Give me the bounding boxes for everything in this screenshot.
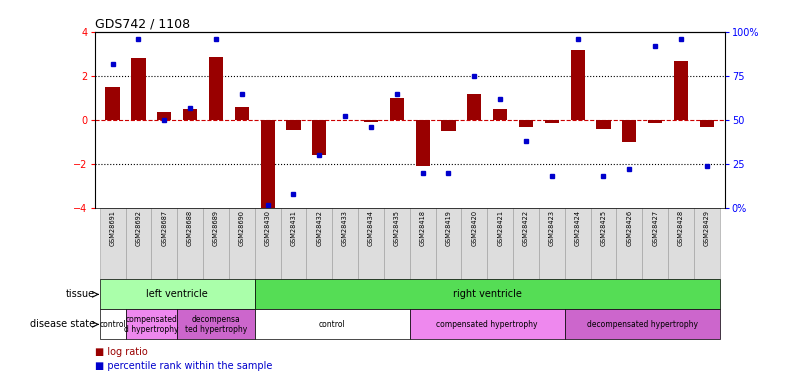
Text: GSM28425: GSM28425	[601, 210, 606, 246]
Bar	[461, 208, 487, 279]
Text: control: control	[99, 320, 126, 329]
Bar	[590, 208, 617, 279]
Text: GSM28434: GSM28434	[368, 210, 374, 246]
Bar	[126, 208, 151, 279]
Bar	[203, 208, 229, 279]
Text: GSM28688: GSM28688	[187, 210, 193, 246]
Bar	[545, 120, 559, 123]
Text: GSM28419: GSM28419	[445, 210, 452, 246]
Bar	[565, 309, 720, 339]
Bar	[332, 208, 358, 279]
Text: GDS742 / 1108: GDS742 / 1108	[95, 18, 190, 31]
Bar	[260, 120, 275, 210]
Text: GSM28427: GSM28427	[652, 210, 658, 246]
Bar	[306, 208, 332, 279]
Bar	[436, 208, 461, 279]
Bar	[157, 112, 171, 120]
Bar	[539, 208, 565, 279]
Text: GSM28428: GSM28428	[678, 210, 684, 246]
Bar	[409, 208, 436, 279]
Bar	[177, 208, 203, 279]
Bar	[286, 120, 300, 130]
Bar	[668, 208, 694, 279]
Text: GSM28424: GSM28424	[574, 210, 581, 246]
Bar	[700, 120, 714, 127]
Bar	[183, 109, 197, 120]
Bar	[642, 208, 668, 279]
Bar	[131, 58, 146, 120]
Text: decompensa
ted hypertrophy: decompensa ted hypertrophy	[185, 315, 247, 334]
Text: ■ log ratio: ■ log ratio	[95, 347, 147, 357]
Text: GSM28689: GSM28689	[213, 210, 219, 246]
Bar	[255, 208, 280, 279]
Text: right ventricle: right ventricle	[453, 290, 521, 299]
Bar	[597, 120, 610, 129]
Text: GSM28435: GSM28435	[394, 210, 400, 246]
Text: GSM28690: GSM28690	[239, 210, 245, 246]
Text: decompensated hypertrophy: decompensated hypertrophy	[586, 320, 698, 329]
Text: GSM28423: GSM28423	[549, 210, 555, 246]
Bar	[487, 208, 513, 279]
Bar	[126, 309, 177, 339]
Bar	[441, 120, 456, 131]
Text: GSM28691: GSM28691	[110, 210, 115, 246]
Text: GSM28431: GSM28431	[291, 210, 296, 246]
Text: GSM28692: GSM28692	[135, 210, 142, 246]
Text: compensated
d hypertrophy: compensated d hypertrophy	[124, 315, 179, 334]
Text: GSM28426: GSM28426	[626, 210, 632, 246]
Text: control: control	[319, 320, 345, 329]
Bar	[280, 208, 306, 279]
Bar	[177, 309, 255, 339]
Bar	[384, 208, 410, 279]
Bar	[106, 87, 119, 120]
Bar	[99, 309, 126, 339]
Text: GSM28422: GSM28422	[523, 210, 529, 246]
Bar	[513, 208, 539, 279]
Text: GSM28430: GSM28430	[264, 210, 271, 246]
Bar	[229, 208, 255, 279]
Bar	[312, 120, 326, 155]
Text: ■ percentile rank within the sample: ■ percentile rank within the sample	[95, 361, 272, 371]
Bar	[617, 208, 642, 279]
Text: left ventricle: left ventricle	[147, 290, 208, 299]
Bar	[255, 309, 409, 339]
Bar	[99, 208, 126, 279]
Bar	[364, 120, 378, 122]
Bar	[694, 208, 720, 279]
Bar	[570, 50, 585, 120]
Text: tissue: tissue	[66, 290, 95, 299]
Text: GSM28429: GSM28429	[704, 210, 710, 246]
Text: GSM28432: GSM28432	[316, 210, 322, 246]
Text: GSM28433: GSM28433	[342, 210, 348, 246]
Bar	[416, 120, 429, 166]
Bar	[235, 107, 249, 120]
Bar	[151, 208, 177, 279]
Bar	[358, 208, 384, 279]
Bar	[209, 57, 223, 120]
Bar	[674, 60, 688, 120]
Text: GSM28418: GSM28418	[420, 210, 425, 246]
Bar	[467, 94, 481, 120]
Bar	[622, 120, 637, 142]
Text: disease state: disease state	[30, 320, 95, 329]
Bar	[99, 279, 255, 309]
Bar	[390, 98, 404, 120]
Text: GSM28421: GSM28421	[497, 210, 503, 246]
Text: GSM28420: GSM28420	[471, 210, 477, 246]
Bar	[519, 120, 533, 127]
Bar	[493, 109, 507, 120]
Text: compensated hypertrophy: compensated hypertrophy	[437, 320, 538, 329]
Bar	[255, 279, 720, 309]
Bar	[409, 309, 565, 339]
Bar	[565, 208, 590, 279]
Text: GSM28687: GSM28687	[161, 210, 167, 246]
Bar	[648, 120, 662, 123]
